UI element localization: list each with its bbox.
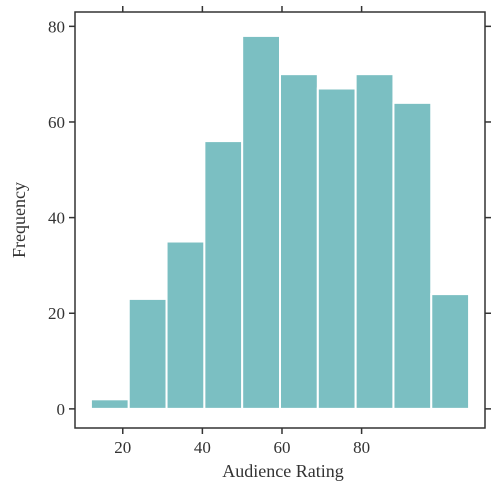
bars-group [89,34,471,410]
histogram-bar [430,293,471,410]
y-tick-label: 20 [48,304,65,323]
x-tick-label: 20 [114,438,131,457]
x-axis: 20 40 60 80 [114,6,370,457]
y-tick-label: 80 [48,17,65,36]
histogram-bar [392,101,433,410]
histogram-bar [89,398,130,410]
histogram-bar [279,73,319,410]
histogram-bar [316,87,357,410]
plot-panel [74,11,486,429]
x-tick-label: 60 [273,438,290,457]
y-tick-label: 0 [57,400,66,419]
histogram-bar [203,140,244,410]
histogram-bar [354,73,395,410]
y-axis-title: Frequency [9,182,29,258]
x-tick-label: 40 [194,438,211,457]
histogram-bar [127,297,168,410]
y-tick-label: 40 [48,209,65,228]
histogram-bar [241,34,281,410]
x-tick-label: 80 [353,438,370,457]
y-axis: 0 20 40 60 80 [48,17,491,419]
x-axis-title: Audience Rating [222,461,343,481]
y-tick-label: 60 [48,113,65,132]
histogram-bar [165,240,206,410]
